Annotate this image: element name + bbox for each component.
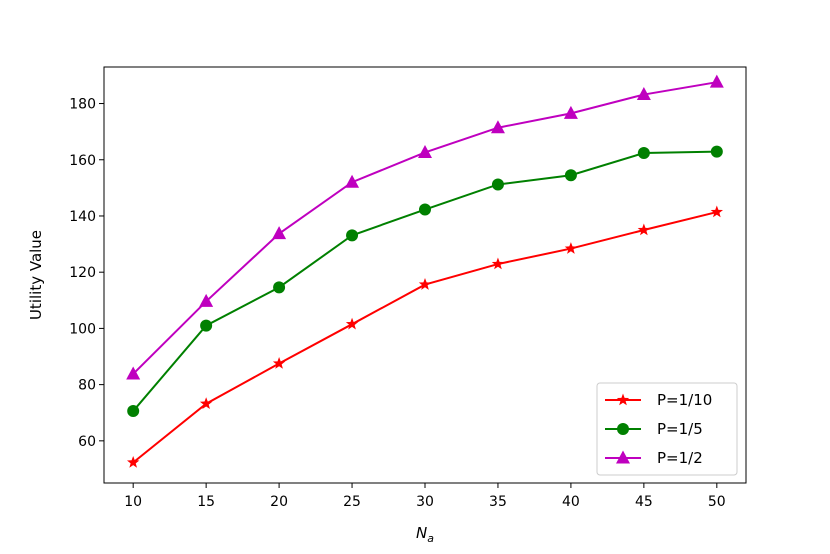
- x-axis-ticks: 10 15 20 25 30 35 40 45 50: [124, 483, 726, 510]
- y-tick-label: 80: [78, 378, 96, 394]
- y-tick-label: 140: [69, 209, 96, 225]
- data-point-marker: [127, 455, 140, 468]
- data-point-marker: [710, 145, 723, 158]
- data-point-marker: [272, 226, 287, 240]
- data-point-marker: [418, 144, 432, 158]
- x-axis-label: Na: [416, 524, 434, 545]
- data-point-marker: [199, 293, 214, 307]
- x-tick-label: 10: [124, 494, 142, 510]
- data-point-marker: [345, 174, 360, 188]
- x-tick-label: 35: [489, 494, 507, 510]
- data-point-marker: [709, 74, 724, 88]
- y-tick-label: 100: [69, 321, 96, 337]
- series-1: [127, 205, 723, 468]
- data-point-marker: [564, 242, 578, 254]
- y-tick-label: 120: [69, 265, 96, 281]
- x-tick-label: 45: [635, 494, 653, 510]
- y-axis-label: Utility Value: [27, 230, 45, 320]
- data-point-marker: [490, 120, 505, 134]
- data-point-marker: [273, 281, 286, 294]
- data-point-marker: [127, 405, 140, 418]
- data-point-marker: [564, 169, 577, 182]
- x-tick-label: 30: [416, 494, 434, 510]
- legend-item: P=1/10: [605, 391, 712, 409]
- data-point-marker: [563, 105, 578, 119]
- y-tick-label: 60: [78, 434, 96, 450]
- legend-box: [596, 382, 738, 476]
- data-point-marker: [710, 205, 723, 218]
- data-point-marker: [491, 178, 504, 191]
- x-tick-label: 20: [270, 494, 288, 510]
- legend-label: P=1/2: [657, 449, 703, 467]
- data-point-marker: [418, 278, 432, 290]
- x-tick-label: 50: [708, 494, 726, 510]
- legend-marker: [616, 393, 630, 406]
- x-tick-label: 40: [562, 494, 580, 510]
- data-point-marker: [126, 366, 141, 380]
- x-axis-label-main: N: [416, 524, 427, 542]
- data-point-marker: [637, 147, 650, 160]
- series-layer: [126, 74, 724, 468]
- series-2: [127, 145, 723, 418]
- legend-item: P=1/2: [605, 449, 703, 467]
- data-point-marker: [491, 257, 505, 270]
- x-axis-label-subscript: a: [427, 532, 434, 545]
- series-3: [126, 74, 724, 380]
- data-point-marker: [345, 317, 359, 330]
- legend-label: P=1/5: [657, 420, 703, 438]
- legend-item: P=1/5: [605, 420, 703, 438]
- data-point-marker: [637, 223, 651, 236]
- x-tick-label: 15: [197, 494, 215, 510]
- legend: P=1/10 P=1/5 P=1/2: [596, 382, 738, 476]
- data-point-marker: [419, 203, 431, 216]
- data-point-marker: [636, 87, 651, 101]
- y-tick-label: 180: [69, 97, 96, 113]
- data-point-marker: [346, 229, 359, 242]
- data-point-marker: [200, 319, 213, 332]
- legend-label: P=1/10: [657, 391, 712, 409]
- x-tick-label: 25: [343, 494, 361, 510]
- data-point-marker: [199, 397, 213, 409]
- data-point-marker: [272, 357, 286, 369]
- legend-marker: [617, 423, 629, 435]
- legend-marker: [616, 450, 630, 464]
- y-axis-ticks: 60 80 100 120 140 160 180: [69, 97, 104, 450]
- y-tick-label: 160: [69, 153, 96, 169]
